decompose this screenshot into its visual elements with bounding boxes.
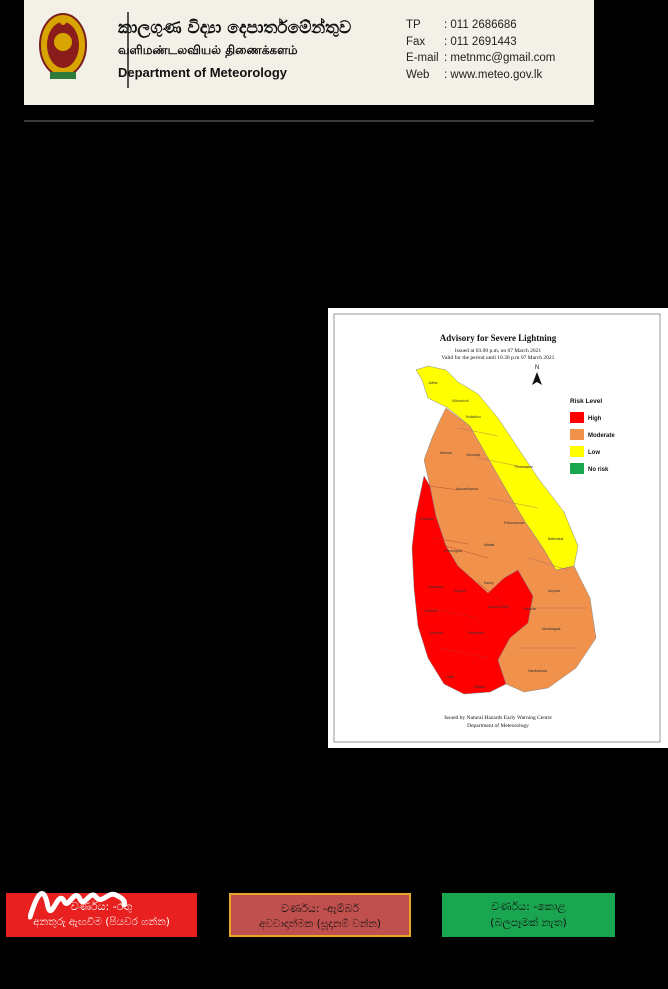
legend-swatch-no-risk <box>570 463 584 474</box>
district-label: Kandy <box>484 581 494 585</box>
district-label: Batticaloa <box>548 537 563 541</box>
warning-color-label: වර්ණය: -කොළ <box>491 900 566 913</box>
district-label: Ratnapura <box>468 631 484 635</box>
map-valid: Valid for the period until 10.30 p.m 07 … <box>442 354 555 361</box>
header-rule <box>24 120 594 122</box>
legend-label: No risk <box>588 467 609 473</box>
sri-lanka-emblem-icon <box>39 13 87 79</box>
district-label: Ampara <box>548 589 560 593</box>
legend-title: Risk Level <box>570 398 602 405</box>
contact-label: TP <box>406 19 421 31</box>
signature-scribble-icon <box>28 891 127 920</box>
district-label: Kegalle <box>454 589 466 593</box>
district-label: Galle <box>446 675 454 679</box>
map-footer-issuer: Issued by Natural Hazards Early Warning … <box>444 715 552 721</box>
region-high <box>411 475 534 695</box>
map-footer-department: Department of Meteorology <box>467 722 529 729</box>
map-issued: Issued at 03.00 p.m. on 07 March 2021 <box>455 348 541 354</box>
contact-value: : www.meteo.gov.lk <box>444 68 543 81</box>
district-label: Kilinochchi <box>452 399 469 403</box>
legend-swatch-low <box>570 446 584 457</box>
north-arrow-icon: N <box>532 365 542 385</box>
warning-color-label: වර්ණය: -රතු <box>70 900 133 913</box>
district-label: Puttalam <box>420 517 434 521</box>
district-label: Colombo <box>424 609 438 613</box>
warning-action-label: අවවාදාත්මක (සූදානම් වන්න) <box>258 918 382 930</box>
district-label: Gampaha <box>428 585 443 589</box>
legend-swatch-high <box>570 412 584 423</box>
contact-label: Web <box>406 68 430 81</box>
warning-action-label: අනතුරු ඇඟවීම (පියවර ගන්න) <box>33 916 170 928</box>
district-label: Kurunegala <box>444 549 462 553</box>
district-label: Trincomalee <box>514 465 533 469</box>
contact-label: Fax <box>406 35 426 48</box>
letterhead: කාලගුණ විද්‍යා දෙපාර්තමේන්තුව வளிமண்டலவி… <box>24 0 594 105</box>
legend-label: Low <box>588 450 600 456</box>
warning-level-amber: වර්ණය: -ඇම්බර් අවවාදාත්මක (සූදානම් වන්න) <box>229 893 411 937</box>
sri-lanka-map <box>411 365 597 695</box>
district-label: Jaffna <box>428 381 438 385</box>
contact-value: : 011 2686686 <box>444 19 517 31</box>
contact-label: E-mail <box>406 52 439 64</box>
contact-value: : metnmc@gmail.com <box>444 52 556 64</box>
district-label: Monaragala <box>542 627 561 631</box>
district-labels: Jaffna Kilinochchi Mullaitivu Mannar Vav… <box>420 381 563 689</box>
legend-label: Moderate <box>588 433 615 439</box>
header-divider <box>127 12 129 88</box>
org-name-sinhala: කාලගුණ විද්‍යා දෙපාර්තමේන්තුව <box>118 18 352 38</box>
district-label: Polonnaruwa <box>504 521 524 525</box>
district-label: Kalutara <box>430 631 443 635</box>
district-label: Nuwara Eliya <box>488 605 509 609</box>
map-legend: Risk Level High Moderate Low No risk <box>570 398 615 474</box>
org-name-english: Department of Meteorology <box>118 65 288 80</box>
district-label: Vavuniya <box>466 453 480 457</box>
warning-color-label: වර්ණය: -ඇම්බර් <box>281 902 359 915</box>
north-label: N <box>535 365 539 371</box>
warning-action-label: (බලපෑමක් නැත) <box>490 916 567 929</box>
district-label: Mullaitivu <box>466 415 481 419</box>
district-label: Matara <box>474 685 485 689</box>
legend-label: High <box>588 416 602 422</box>
district-label: Badulla <box>524 607 536 611</box>
org-name-tamil: வளிமண்டலவியல் திணைக்களம் <box>118 43 298 57</box>
warning-level-green: වර්ණය: -කොළ (බලපෑමක් නැත) <box>442 893 615 937</box>
district-label: Anuradhapura <box>456 487 478 491</box>
district-label: Hambantota <box>528 669 547 673</box>
district-label: Matale <box>484 543 495 547</box>
legend-swatch-moderate <box>570 429 584 440</box>
lightning-advisory-map: Advisory for Severe Lightning Issued at … <box>328 308 668 748</box>
district-label: Mannar <box>440 451 453 455</box>
contact-value: : 011 2691443 <box>444 35 517 48</box>
map-title: Advisory for Severe Lightning <box>440 333 557 343</box>
